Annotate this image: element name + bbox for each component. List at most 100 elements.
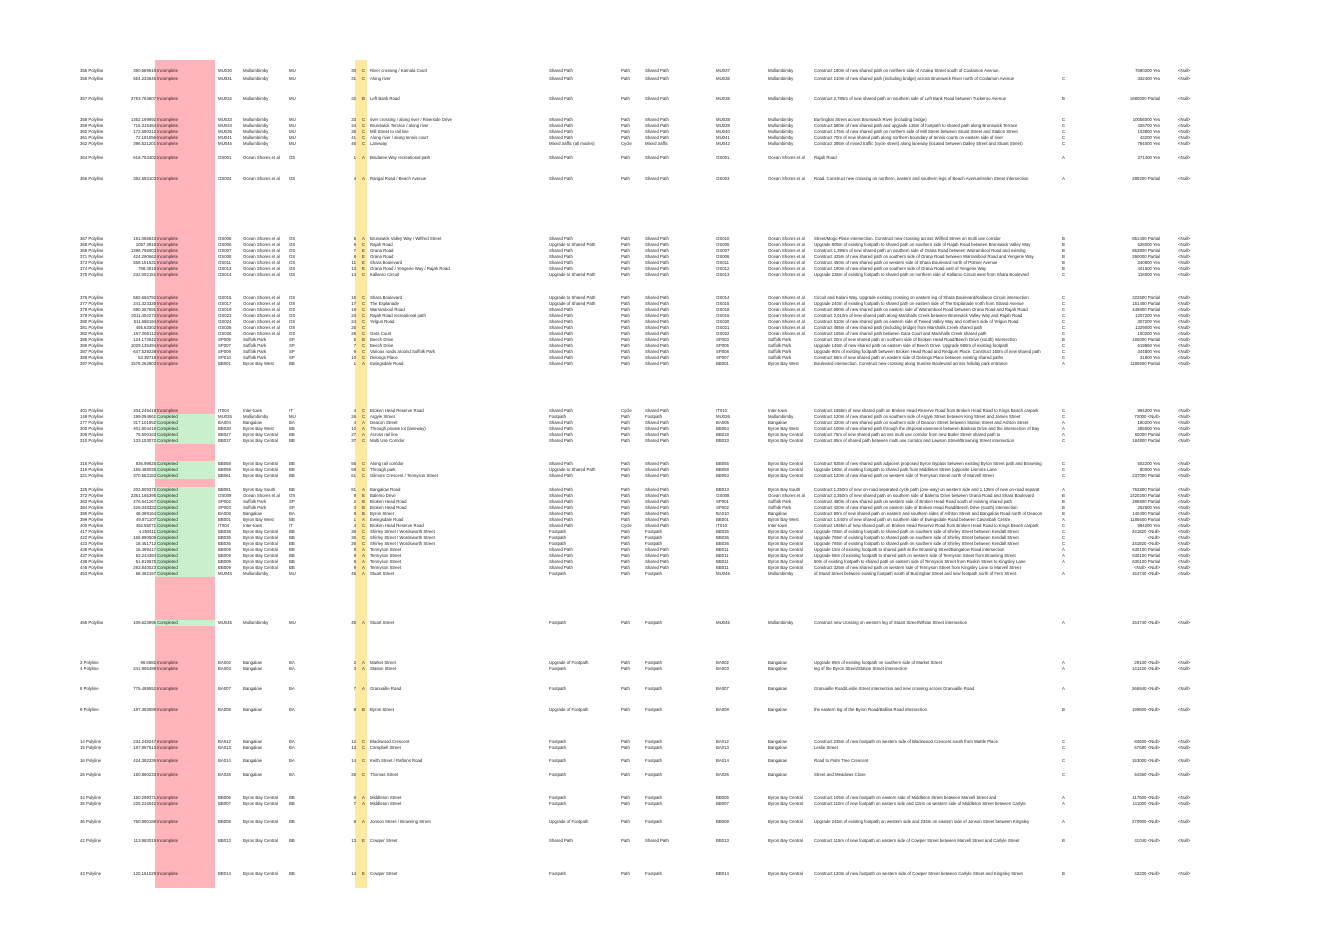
cell-code: SP007 (218, 343, 231, 348)
cell-null: <Null> (1178, 176, 1191, 181)
cell-id: 384 Polyline (80, 505, 104, 510)
cell-facility: Footpath (645, 660, 662, 665)
cell-null: <Null> (1178, 571, 1191, 576)
cell-route: Shara Boulevard (370, 260, 403, 265)
cell-cat: C (362, 313, 366, 318)
cell-route: Middleton Street (370, 795, 402, 800)
cell-mode: Path (621, 129, 630, 134)
cell-code: BA026 (218, 772, 231, 777)
cell-suburb2: Ocean Shores et al (768, 266, 805, 271)
cell-id: 380 Polyline (80, 319, 104, 324)
cell-suburb: Byron Bay Central (243, 553, 278, 558)
cell-desc: the eastern leg of the Byron Road/Ballin… (814, 707, 927, 712)
cell-cat: A (362, 361, 365, 366)
table-row: 438 Polyline 51.919575 Completed BB009 Byron… (0, 559, 1340, 565)
table-row: 321 Polyline 370.563153 Completed BB061 Byro… (0, 473, 1340, 479)
cell-mode: Path (621, 739, 630, 744)
cell-pri: C (1062, 461, 1066, 466)
cell-abbr: MU (289, 620, 296, 625)
table-row: 9 Polyline 197.393089 Incomplete BA008 Banga… (0, 707, 1340, 713)
cell-facility: Mixed traffic (645, 141, 669, 146)
cell-pri: C (1062, 325, 1066, 330)
table-row: 15 Polyline 187.867513 Incomplete BA013 Bang… (0, 745, 1340, 751)
cell-id: 385 Polyline (80, 337, 104, 342)
cell-facility: Shared Path (645, 432, 669, 437)
cell-abbr: OS (289, 254, 296, 259)
cell-type: Shared Path (549, 236, 573, 241)
table-row: 453 Polyline 68.462197 Completed MU045 Mullu… (0, 571, 1340, 577)
cell-abbr: BB (289, 553, 295, 558)
cell-pri: B (1062, 499, 1065, 504)
cell-suburb2: Byron Bay Central (768, 541, 803, 546)
cell-type: Shared Path (549, 438, 573, 443)
cell-suburb: Bangalow (243, 666, 262, 671)
cell-status: Completed (157, 505, 215, 511)
cell-null: <Null> (1178, 361, 1191, 366)
cell-route: Orana Road (370, 254, 394, 259)
cell-suburb2: Byron Bay Central (768, 871, 803, 876)
cell-code: BA012 (218, 739, 231, 744)
cell-mode: Path (621, 266, 630, 271)
cell-cost: 288900 Partial (1132, 499, 1160, 504)
cell-code: OS006 (218, 242, 232, 247)
cell-null: <Null> (1178, 620, 1191, 625)
cell-code2: BB055 (716, 461, 729, 466)
cell-facility: Shared Path (645, 523, 669, 528)
cell-cat: E (362, 260, 365, 265)
cell-facility: Shared Path (645, 355, 669, 360)
cell-desc: Upgrade 765m of existing footpath to sha… (814, 535, 1019, 540)
cell-suburb: Byron Bay Central (243, 801, 278, 806)
cell-desc: Road. Construct new crossing on northern… (814, 176, 1029, 181)
table-row: 376 Polyline 582.666792 Incomplete OS015 Oce… (0, 295, 1340, 301)
cell-facility: Footpath (645, 666, 662, 671)
cell-facility: Shared Path (645, 155, 669, 160)
cell-suburb2: Byron Bay Central (768, 473, 803, 478)
cell-type: Shared Path (549, 117, 573, 122)
cell-null: <Null> (1178, 307, 1191, 312)
cell-pri: C (1062, 758, 1066, 763)
cell-pri: A (1062, 420, 1065, 425)
cell-pri: A (1062, 686, 1065, 691)
cell-abbr: OS (289, 236, 296, 241)
cell-code: IT004 (218, 408, 229, 413)
cell-cost: 252500 Yes (1137, 505, 1160, 510)
cell-cost: 140400 Partial (1132, 511, 1160, 516)
cell-cat: B (362, 96, 365, 101)
cell-suburb2: Byron Bay Central (768, 535, 803, 540)
cell-code: BB013 (218, 838, 231, 843)
cell-code2: BA014 (716, 758, 729, 763)
cell-mode: Path (621, 123, 630, 128)
cell-pri: B (1062, 266, 1065, 271)
cell-route: Keith Street / Raftons Road (370, 758, 423, 763)
cell-mode: Path (621, 176, 630, 181)
cell-code2: BB013 (716, 838, 729, 843)
cell-suburb2: Byron Bay Central (768, 438, 803, 443)
cell-mode: Path (621, 117, 630, 122)
table-row: 355 Polyline 390.689618 Incomplete MU030 Mul… (0, 68, 1340, 74)
cell-num: 31 (351, 76, 356, 81)
cell-type: Shared Path (549, 135, 573, 140)
cell-len: 63.244384 (135, 553, 156, 558)
cell-code2: BA026 (716, 772, 729, 777)
cell-suburb2: Ocean Shores et al (768, 176, 805, 181)
cell-num: 6 (353, 795, 356, 800)
cell-code2: BA002 (716, 660, 729, 665)
cell-len: 768.3819 (138, 266, 156, 271)
cell-num: 36 (351, 535, 356, 540)
cell-status: Completed (157, 620, 215, 626)
cell-pri: A (1062, 666, 1065, 671)
cell-code: BB009 (218, 565, 231, 570)
cell-mode: Path (621, 772, 630, 777)
cell-len: 690.367591 (133, 307, 156, 312)
cell-num: 7 (353, 686, 356, 691)
cell-cat: C (362, 307, 366, 312)
cell-facility: Shared Path (645, 487, 669, 492)
cell-len: 51.919575 (135, 559, 156, 564)
cell-cost: <Null> (1147, 535, 1160, 540)
cell-num: 8 (353, 511, 356, 516)
cell-code: OS026 (218, 331, 232, 336)
cell-len: 492.55071 (135, 523, 156, 528)
cell-null: <Null> (1178, 123, 1191, 128)
cell-status: Completed (157, 438, 215, 444)
cell-facility: Shared Path (645, 426, 669, 431)
